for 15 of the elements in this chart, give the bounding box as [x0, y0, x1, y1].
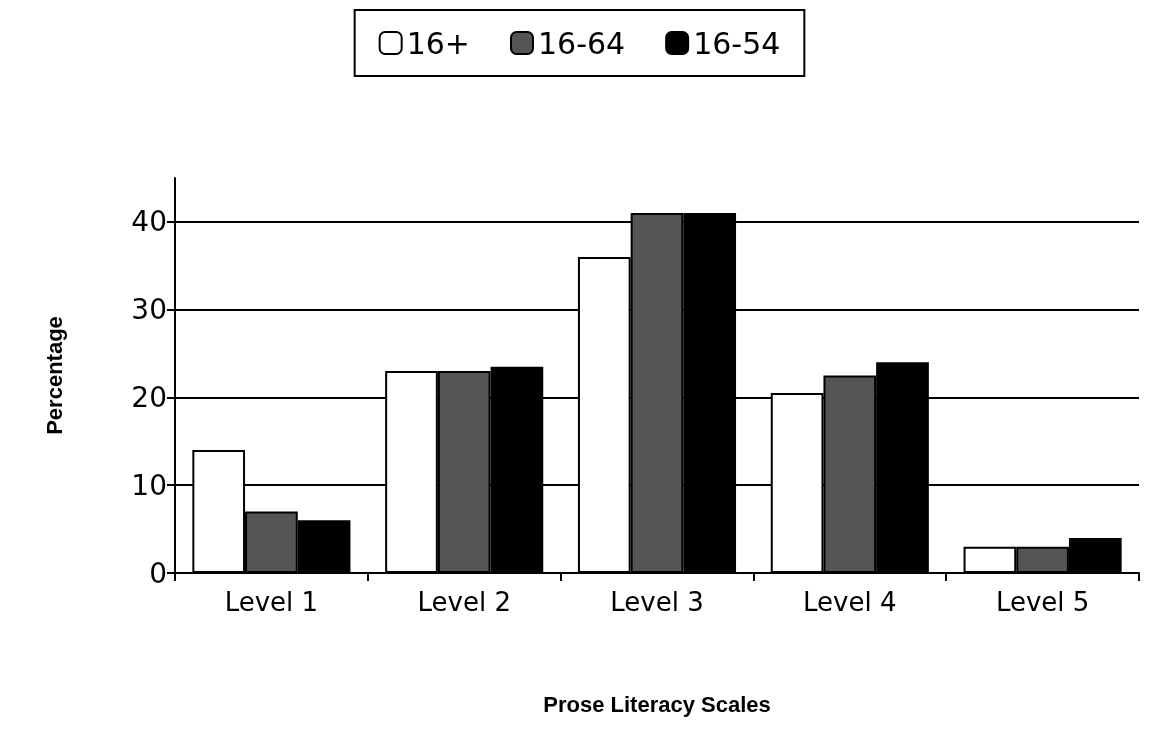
- y-tick-label: 10: [131, 468, 167, 502]
- legend-label: 16-64: [537, 25, 626, 61]
- y-tick-label: 40: [131, 205, 167, 239]
- x-tick-label: Level 4: [803, 587, 897, 617]
- y-tick-label: 30: [131, 293, 167, 327]
- x-tick-label: Level 3: [610, 587, 704, 617]
- legend-label: 16-54: [693, 25, 781, 61]
- y-tick-label: 0: [149, 556, 167, 590]
- x-tick-label: Level 2: [417, 587, 511, 617]
- legend-label: 16+: [406, 25, 470, 61]
- x-tick-label: Level 1: [224, 587, 319, 617]
- y-tick-label: 20: [131, 380, 167, 414]
- x-axis-title: Prose Literacy Scales: [543, 691, 771, 717]
- x-tick-label: Level 5: [995, 587, 1090, 617]
- y-axis-title: Percentage: [41, 316, 67, 435]
